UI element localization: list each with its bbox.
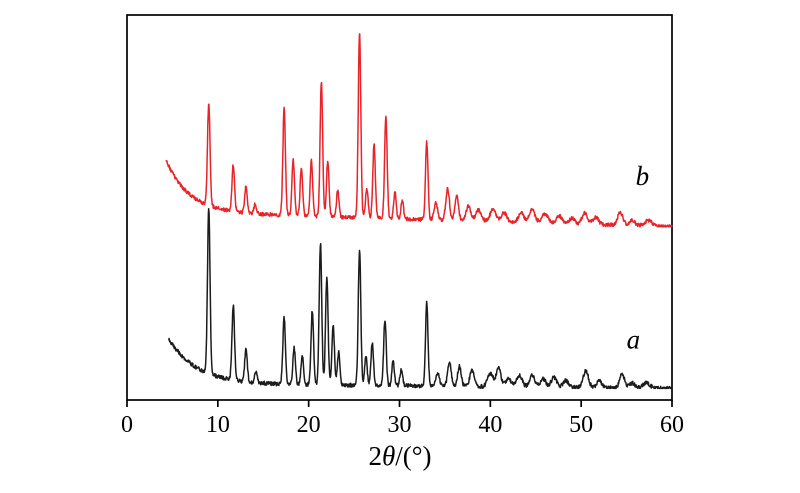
x-axis-label-prefix: 2 — [368, 441, 382, 471]
x-axis-label: 2θ/(°) — [300, 441, 500, 472]
trace-a — [168, 207, 673, 390]
x-tick-label: 60 — [660, 412, 684, 438]
x-tick-label: 40 — [478, 412, 502, 438]
trace-b — [165, 33, 673, 228]
plot-frame — [126, 14, 673, 401]
x-tick-label: 0 — [121, 412, 133, 438]
theta-symbol: θ — [381, 441, 396, 471]
x-tick-label: 10 — [206, 412, 230, 438]
series-label-b: b — [636, 161, 650, 191]
series-label-a: a — [627, 324, 641, 354]
x-tick-label: 20 — [297, 412, 321, 438]
x-tick-label: 30 — [388, 412, 412, 438]
x-tick-label: 50 — [569, 412, 593, 438]
x-axis-label-suffix: /(°) — [395, 441, 432, 471]
